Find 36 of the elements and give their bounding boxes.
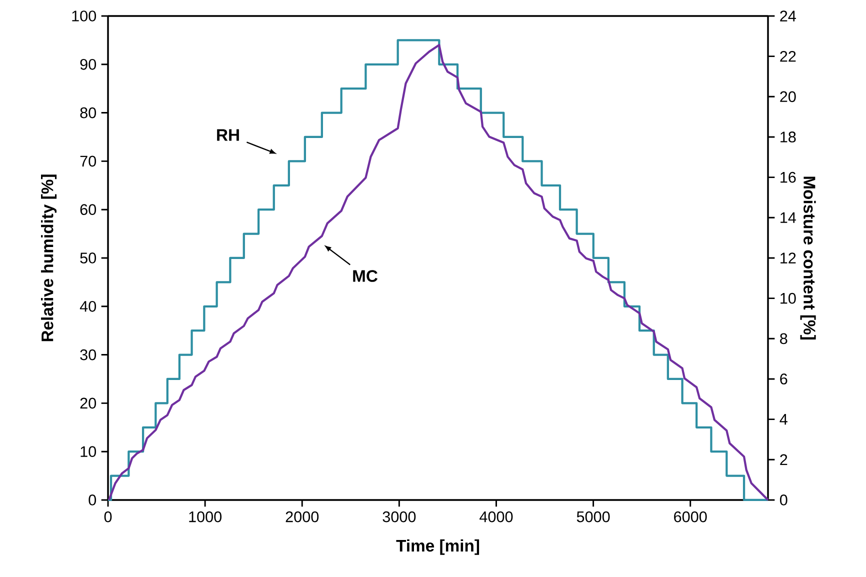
- y-tick-label: 40: [80, 300, 96, 312]
- x-tick-label: 6000: [674, 511, 707, 522]
- annotation: RH: [217, 129, 239, 141]
- y-tick-label: 60: [80, 204, 96, 216]
- x-tick-label: 0: [104, 511, 112, 522]
- y2-tick-label: 2: [780, 454, 788, 466]
- x-tick-label: 3000: [382, 511, 416, 522]
- x-tick-label: 5000: [576, 511, 610, 522]
- y2-tick-label: 18: [780, 132, 796, 142]
- y-tick-label: 70: [80, 156, 96, 167]
- x-tick-label: 1000: [189, 511, 222, 522]
- y-tick-label: 90: [80, 58, 96, 70]
- y-tick-label: 100: [72, 10, 96, 22]
- y-tick-label: 50: [80, 252, 96, 264]
- y2-tick-label: 16: [780, 172, 796, 183]
- y-tick-label: 20: [80, 398, 96, 409]
- x-tick-label: 2000: [286, 511, 319, 522]
- y2-tick-label: 0: [780, 494, 788, 506]
- y-axis-title: Relative humidity [%]: [41, 174, 57, 342]
- y2-tick-label: 6: [780, 374, 788, 384]
- y2-tick-label: 24: [780, 10, 796, 22]
- y2-tick-label: 14: [780, 212, 796, 223]
- y2-tick-label: 12: [780, 252, 796, 264]
- y2-tick-label: 4: [780, 414, 788, 425]
- y-tick-label: 0: [88, 494, 96, 506]
- y2-tick-label: 8: [780, 333, 788, 344]
- y-tick-label: 10: [80, 446, 96, 458]
- y-tick-label: 30: [80, 349, 96, 360]
- y2-tick-label: 10: [780, 292, 796, 304]
- annotation: MC: [353, 270, 378, 282]
- y-tick-label: 80: [80, 107, 96, 118]
- y2-tick-label: 22: [780, 50, 796, 62]
- x-axis-title: Time [min]: [396, 539, 480, 555]
- y2-tick-label: 20: [780, 91, 796, 102]
- x-tick-label: 4000: [480, 511, 513, 522]
- y2-axis-title: Moisture content [%]: [800, 176, 816, 340]
